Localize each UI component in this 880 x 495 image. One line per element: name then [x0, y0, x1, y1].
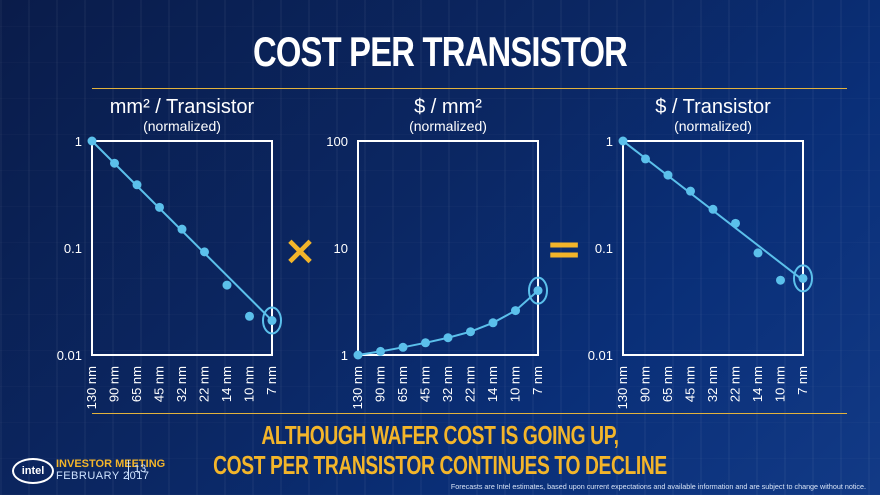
- x-tick-label: 7 nm: [530, 366, 545, 395]
- top-divider: [92, 88, 847, 89]
- x-tick-label: 10 nm: [242, 366, 257, 402]
- data-point: [443, 333, 453, 343]
- data-point: [222, 280, 232, 290]
- y-tick-label: 1: [341, 348, 348, 363]
- x-tick-label: 32 nm: [705, 366, 720, 402]
- x-tick-label: 65 nm: [660, 366, 675, 402]
- equals-operator: =: [546, 224, 583, 275]
- data-point: [776, 275, 785, 285]
- data-point: [731, 218, 740, 228]
- x-tick-label: 65 nm: [395, 366, 410, 402]
- x-tick-label: 10 nm: [508, 366, 523, 402]
- plot-frame-1: [91, 140, 273, 356]
- x-tick-label: 45 nm: [418, 366, 433, 402]
- y-tick-label: 0.1: [595, 241, 613, 256]
- plot-frame-3: [622, 140, 804, 356]
- data-point: [618, 136, 628, 146]
- footer-event-name: INVESTOR MEETING: [56, 458, 166, 470]
- x-tick-label: 32 nm: [174, 366, 189, 402]
- multiply-operator: ×: [283, 228, 317, 274]
- data-point: [466, 327, 475, 337]
- footer-date: FEBRUARY 2017: [56, 470, 150, 482]
- data-point: [245, 311, 254, 321]
- x-tick-label: 7 nm: [795, 366, 810, 395]
- data-point: [177, 224, 187, 234]
- plot-frame-2: [357, 140, 539, 356]
- x-tick-label: 32 nm: [440, 366, 455, 402]
- chart-title-2: $ / mm²: [414, 96, 482, 118]
- x-tick-label: 14 nm: [750, 366, 765, 402]
- slide-title: COST PER TRANSISTOR: [252, 28, 628, 75]
- x-tick-label: 14 nm: [485, 366, 500, 402]
- data-point: [110, 158, 119, 168]
- y-tick-label: 0.01: [588, 348, 613, 363]
- data-point: [155, 202, 164, 212]
- chart-title-1: mm² / Transistor: [110, 96, 255, 118]
- conclusion-line-1: ALTHOUGH WAFER COST IS GOING UP,: [261, 420, 619, 450]
- x-tick-label: 90 nm: [373, 366, 388, 402]
- x-tick-label: 65 nm: [129, 366, 144, 402]
- y-tick-label: 100: [326, 134, 348, 149]
- x-tick-label: 45 nm: [683, 366, 698, 402]
- data-point: [200, 247, 209, 257]
- data-point: [488, 318, 498, 328]
- x-tick-label: 45 nm: [152, 366, 167, 402]
- highlight-ring: [793, 264, 813, 293]
- data-point: [686, 186, 695, 196]
- chart-subtitle-2: (normalized): [409, 118, 487, 134]
- data-point: [421, 338, 430, 348]
- highlight-ring: [262, 306, 282, 335]
- bottom-divider: [92, 413, 847, 414]
- x-tick-label: 22 nm: [463, 366, 478, 402]
- chart-subtitle-1: (normalized): [143, 118, 221, 134]
- x-tick-label: 22 nm: [728, 366, 743, 402]
- data-point: [511, 306, 520, 316]
- x-tick-label: 130 nm: [615, 366, 630, 409]
- data-point: [708, 204, 718, 214]
- y-tick-label: 1: [606, 134, 613, 149]
- data-point: [663, 170, 673, 180]
- y-tick-label: 0.01: [57, 348, 82, 363]
- data-point: [753, 248, 763, 258]
- data-point: [533, 286, 543, 296]
- data-point: [267, 316, 277, 326]
- data-point: [376, 346, 385, 356]
- x-tick-label: 90 nm: [107, 366, 122, 402]
- x-tick-label: 10 nm: [773, 366, 788, 402]
- data-point: [641, 154, 650, 164]
- page-number: 13: [134, 463, 147, 475]
- y-tick-label: 10: [334, 241, 348, 256]
- x-tick-label: 14 nm: [219, 366, 234, 402]
- data-point: [132, 180, 142, 190]
- footnote: Forecasts are Intel estimates, based upo…: [450, 482, 866, 491]
- conclusion-line-2: COST PER TRANSISTOR CONTINUES TO DECLINE: [213, 450, 667, 480]
- x-tick-label: 22 nm: [197, 366, 212, 402]
- series-line-2: [357, 289, 539, 356]
- x-tick-label: 130 nm: [350, 366, 365, 409]
- chart-title-3: $ / Transistor: [655, 96, 771, 118]
- y-tick-label: 0.1: [64, 241, 82, 256]
- data-point: [798, 273, 808, 283]
- x-tick-label: 7 nm: [264, 366, 279, 395]
- highlight-ring: [528, 276, 548, 305]
- footer-separator: [128, 460, 129, 480]
- data-point: [353, 350, 363, 360]
- chart-subtitle-3: (normalized): [674, 118, 752, 134]
- data-point: [87, 136, 97, 146]
- data-point: [398, 342, 408, 352]
- y-tick-label: 1: [75, 134, 82, 149]
- x-tick-label: 130 nm: [84, 366, 99, 409]
- intel-logo: intel: [12, 458, 54, 484]
- footer-event: INVESTOR MEETING FEBRUARY 2017: [56, 458, 165, 482]
- x-tick-label: 90 nm: [638, 366, 653, 402]
